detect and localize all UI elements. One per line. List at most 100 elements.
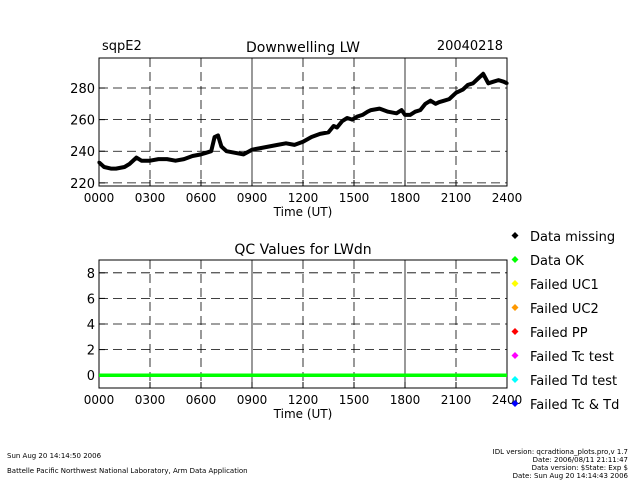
data-point: [434, 102, 438, 106]
version-info: IDL version: qcradtiona_plots.pro,v 1.7 …: [493, 448, 628, 480]
legend-marker: [511, 328, 519, 335]
data-point: [369, 108, 373, 112]
data-point: [505, 81, 509, 85]
x-axis-label: Time (UT): [273, 407, 333, 421]
data-point: [340, 119, 344, 123]
data-point: [275, 143, 280, 147]
data-point: [332, 124, 336, 128]
lab-credit: Battelle Pacific Northwest National Labo…: [7, 467, 248, 475]
data-point: [345, 116, 349, 120]
data-point: [258, 146, 263, 150]
legend-label: Failed UC1: [530, 278, 599, 293]
run-timestamp: Sun Aug 20 14:14:50 2006: [7, 452, 102, 460]
data-point: [471, 81, 475, 85]
x-tick-label: 1500: [339, 393, 370, 407]
data-point: [122, 165, 127, 169]
data-point: [241, 152, 246, 156]
x-tick-label: 0600: [186, 393, 217, 407]
data-point: [109, 167, 113, 171]
legend-marker: [511, 256, 519, 263]
legend-marker: [511, 400, 519, 407]
x-tick-label: 0600: [186, 191, 217, 205]
data-point: [437, 100, 441, 104]
legend-label: Failed PP: [530, 326, 588, 341]
data-point: [481, 72, 485, 76]
data-point: [182, 157, 186, 161]
data-point: [496, 78, 501, 82]
data-point: [400, 108, 404, 112]
data-point: [413, 110, 417, 114]
data-point: [213, 135, 217, 139]
x-tick-label: 2400: [492, 393, 523, 407]
data-point: [199, 152, 203, 156]
data-point: [204, 151, 208, 155]
data-point: [148, 159, 152, 163]
legend-label: Failed Tc & Td: [530, 398, 619, 413]
data-point: [102, 165, 106, 169]
legend-marker: [511, 376, 519, 383]
y-tick-label: 260: [70, 114, 95, 129]
x-tick-label: 0900: [237, 393, 268, 407]
data-point: [219, 144, 223, 149]
x-tick-label: 1800: [390, 191, 421, 205]
legend-label: Data missing: [530, 230, 615, 245]
data-point: [267, 144, 271, 149]
chart-title: Downwelling LW: [246, 40, 360, 56]
data-point: [301, 140, 305, 144]
data-point: [350, 118, 354, 122]
x-tick-label: 1200: [288, 393, 319, 407]
data-point: [491, 80, 495, 84]
x-tick-label: 0000: [84, 191, 115, 205]
y-tick-label: 6: [87, 292, 95, 307]
data-point: [165, 157, 169, 161]
legend-marker: [511, 304, 519, 311]
legend-label: Failed Td test: [530, 374, 617, 389]
data-point: [486, 81, 490, 85]
x-tick-label: 1200: [288, 191, 319, 205]
y-tick-label: 240: [70, 145, 95, 160]
data-point: [461, 88, 465, 92]
data-point: [128, 162, 132, 166]
data-point: [134, 155, 138, 160]
data-point: [143, 159, 147, 163]
qc-legend: Data missing Data OK Failed UC1 Failed UC2 F…: [511, 230, 619, 413]
chart-title: QC Values for LWdn: [234, 242, 371, 258]
y-tick-label: 8: [87, 267, 95, 282]
data-point: [292, 143, 297, 147]
data-date: Date: Sun Aug 20 14:14:43 2006: [512, 472, 628, 480]
data-point: [466, 83, 470, 87]
data-point: [156, 157, 161, 161]
data-version: Data version: $State: Exp $: [531, 464, 628, 472]
data-point: [366, 110, 370, 114]
idl-version: IDL version: qcradtiona_plots.pro,v 1.7: [492, 448, 628, 456]
legend-label: Failed Tc test: [530, 350, 614, 365]
data-point: [224, 149, 229, 153]
x-tick-label: 0000: [84, 393, 115, 407]
x-axis-label: Time (UT): [273, 205, 333, 219]
station-label: sqpE2: [102, 39, 142, 54]
date-label: 20040218: [437, 39, 503, 54]
x-tick-label: 0300: [135, 191, 166, 205]
data-point: [309, 135, 314, 139]
data-point: [335, 125, 339, 130]
legend-label: Failed UC2: [530, 302, 599, 317]
downwelling-lw-chart: Downwelling LW 0000 0300 0600 0900 1200 1500 18…: [70, 40, 522, 219]
legend-marker: [511, 232, 519, 239]
data-point: [318, 132, 322, 136]
data-point: [250, 148, 254, 152]
data-point: [173, 159, 178, 163]
x-tick-label: 2400: [492, 191, 523, 205]
data-point: [403, 113, 407, 117]
data-point: [360, 113, 365, 117]
data-point: [284, 141, 288, 145]
qc-values-chart: QC Values for LWdn 0000 0300 0600 0900 1200 15…: [84, 242, 523, 421]
data-point: [377, 106, 382, 111]
data-point: [408, 113, 412, 117]
data-point: [97, 160, 101, 164]
x-tick-label: 1500: [339, 191, 370, 205]
data-point: [386, 110, 390, 114]
data-point: [423, 102, 427, 106]
data-point: [454, 91, 458, 95]
x-tick-label: 1800: [390, 393, 421, 407]
